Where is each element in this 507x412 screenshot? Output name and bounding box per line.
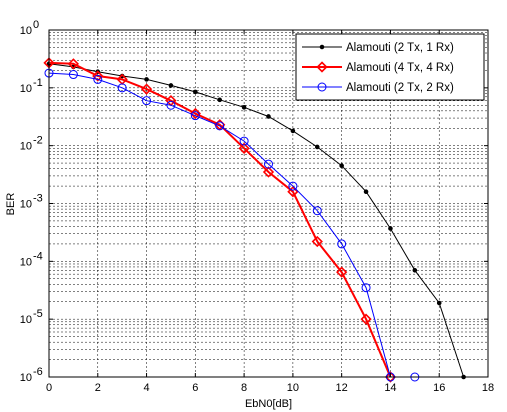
y-tick-label: 10 <box>20 199 32 211</box>
series-line <box>48 61 392 378</box>
data-point <box>360 313 372 325</box>
data-point <box>190 111 200 121</box>
y-tick-exponent: -5 <box>33 308 43 320</box>
x-tick-label: 16 <box>433 382 445 394</box>
data-point <box>93 74 103 84</box>
y-axis-label: BER <box>5 193 17 216</box>
data-point <box>166 100 176 110</box>
x-tick-label: 18 <box>482 382 494 394</box>
data-point <box>238 142 250 154</box>
x-tick-label: 10 <box>287 382 299 394</box>
legend-item: Alamouti (2 Tx, 2 Rx) <box>302 82 454 94</box>
y-tick-label: 10 <box>20 141 32 153</box>
data-point <box>314 144 320 150</box>
legend-marker <box>319 44 325 50</box>
data-point <box>239 136 249 146</box>
legend-item: Alamouti (2 Tx, 1 Rx) <box>302 42 454 54</box>
data-point <box>361 283 371 293</box>
data-point <box>68 70 78 80</box>
data-point <box>92 70 104 82</box>
series-line <box>48 72 415 378</box>
legend-marker <box>317 82 327 92</box>
y-tick-exponent: -4 <box>33 250 43 262</box>
x-tick-label: 4 <box>143 382 149 394</box>
x-tick-label: 0 <box>46 382 52 394</box>
data-point <box>311 235 323 248</box>
data-point <box>336 266 348 278</box>
data-point <box>217 97 223 103</box>
data-point <box>339 163 344 169</box>
x-tick-label: 12 <box>336 382 348 394</box>
y-tick-exponent: -1 <box>33 77 43 89</box>
data-point <box>287 186 299 198</box>
data-point <box>241 105 247 110</box>
x-axis-label: EbN0[dB] <box>245 398 292 410</box>
data-point <box>193 89 198 95</box>
legend-label: Alamouti (2 Tx, 2 Rx) <box>346 82 454 94</box>
data-point <box>262 166 275 178</box>
y-tick-label: 10 <box>20 256 32 268</box>
y-tick-label: 10 <box>20 83 32 95</box>
legend: Alamouti (2 Tx, 1 Rx) Alamouti (4 Tx, 4 R… <box>295 33 485 101</box>
y-tick-label: 10 <box>20 372 32 384</box>
data-point <box>337 239 347 249</box>
data-point <box>67 58 80 70</box>
y-tick-label: 10 <box>20 25 32 37</box>
series-line <box>48 63 465 378</box>
data-point <box>312 206 322 216</box>
data-point <box>388 226 393 231</box>
y-tick-label: 10 <box>20 314 32 326</box>
legend-item: Alamouti (4 Tx, 4 Rx) <box>302 61 454 74</box>
y-tick-exponent: -3 <box>33 193 43 205</box>
x-tick-label: 6 <box>192 382 198 394</box>
legend-label: Alamouti (2 Tx, 1 Rx) <box>346 42 454 54</box>
data-point <box>290 128 296 134</box>
x-tick-label: 8 <box>241 382 247 394</box>
legend-label: Alamouti (4 Tx, 4 Rx) <box>346 62 454 74</box>
data-point <box>215 121 225 131</box>
legend-marker <box>316 61 328 73</box>
data-point <box>140 83 153 95</box>
y-tick-exponent: -2 <box>33 135 43 147</box>
x-tick-label: 2 <box>95 382 101 394</box>
x-tick-label: 14 <box>384 382 396 394</box>
data-point <box>288 181 298 191</box>
y-tick-exponent: -6 <box>33 366 43 378</box>
data-point <box>168 83 174 88</box>
y-tick-exponent: 0 <box>33 19 39 31</box>
data-point <box>412 267 418 273</box>
data-point <box>189 107 201 120</box>
data-point <box>117 83 127 93</box>
data-point <box>142 96 152 106</box>
data-point <box>264 159 273 169</box>
data-point <box>266 114 271 119</box>
data-point <box>363 189 369 194</box>
data-point <box>144 77 149 82</box>
data-point <box>436 300 442 306</box>
